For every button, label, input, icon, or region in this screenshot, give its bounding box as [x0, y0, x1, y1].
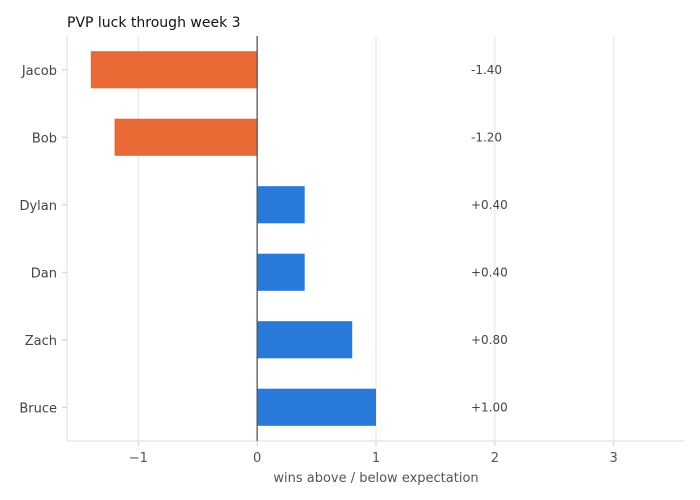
labels: −1 0 1 2 3 Jacob -1.40 Bob -1.20 Dylan +0.40 Dan +0.…	[19, 63, 617, 466]
axes	[62, 36, 685, 446]
bars	[90, 51, 376, 426]
value-label-bob: -1.20	[471, 130, 502, 144]
bar-dylan	[257, 186, 305, 224]
bar-bruce	[257, 388, 376, 426]
category-label-bruce: Bruce	[19, 401, 57, 416]
x-tick-label: 3	[610, 451, 618, 466]
bar-zach	[257, 321, 353, 359]
x-tick-label: 1	[372, 451, 380, 466]
x-tick-label: 0	[253, 451, 261, 466]
value-label-zach: +0.80	[471, 333, 508, 347]
category-label-dylan: Dylan	[19, 199, 57, 214]
value-label-dylan: +0.40	[471, 198, 508, 212]
x-tick-label: −1	[129, 451, 148, 466]
category-label-jacob: Jacob	[21, 64, 57, 79]
value-label-bruce: +1.00	[471, 400, 508, 414]
bar-bob	[114, 118, 258, 156]
bar-jacob	[90, 51, 258, 89]
x-tick-label: 2	[491, 451, 499, 466]
bar-dan	[257, 253, 305, 291]
chart-title: PVP luck through week 3	[67, 15, 241, 31]
x-axis-title: wins above / below expectation	[273, 471, 478, 486]
category-label-zach: Zach	[25, 334, 57, 349]
category-label-bob: Bob	[32, 131, 57, 146]
grid-lines	[137, 36, 615, 441]
value-label-jacob: -1.40	[471, 63, 502, 77]
category-label-dan: Dan	[31, 266, 57, 281]
value-label-dan: +0.40	[471, 265, 508, 279]
